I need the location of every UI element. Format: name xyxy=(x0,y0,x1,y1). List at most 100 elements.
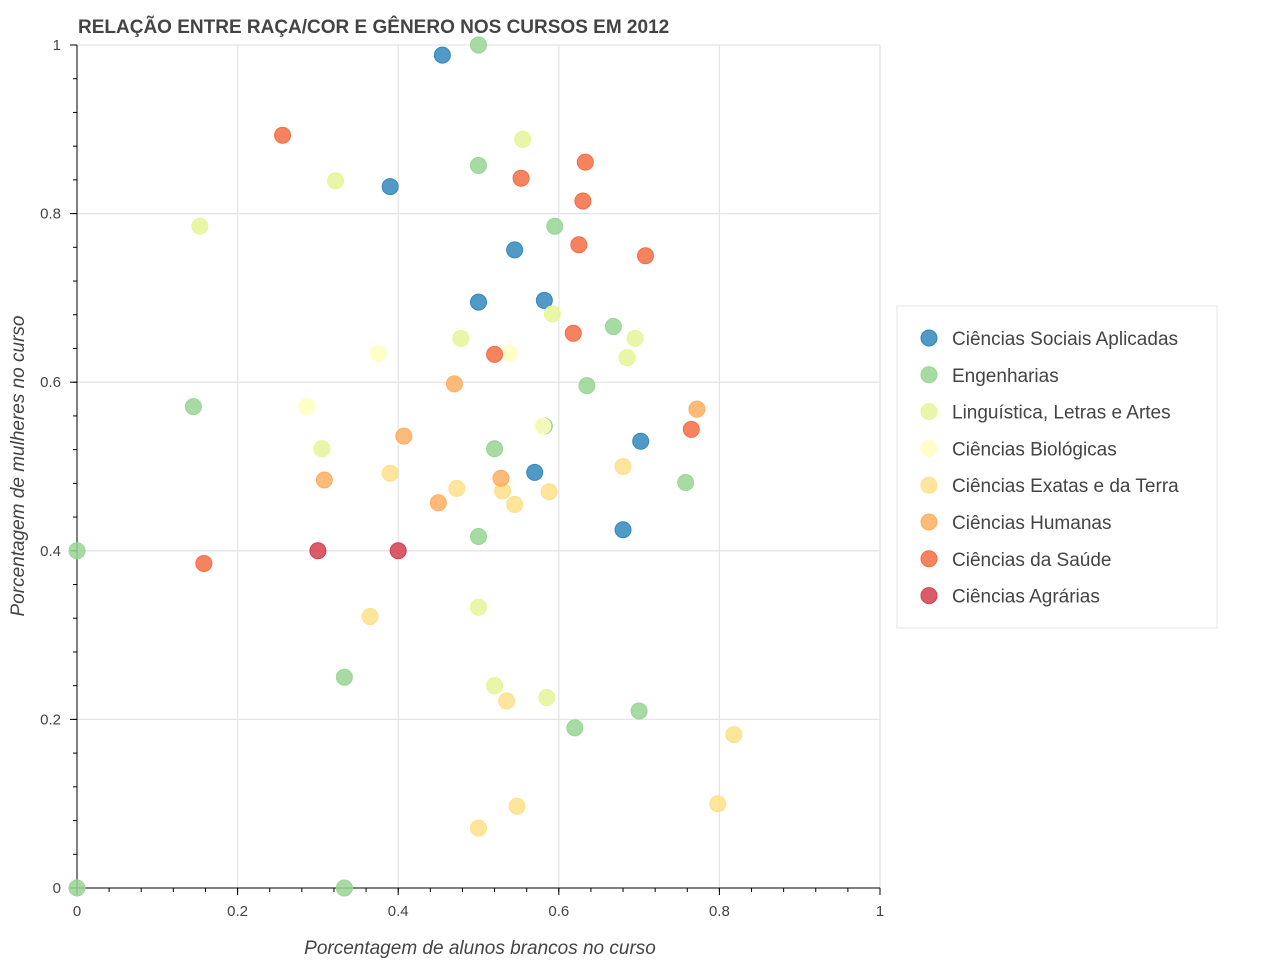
data-point-s1-2 xyxy=(546,217,564,235)
data-point-s2-10 xyxy=(538,688,556,706)
data-point-s1-0 xyxy=(470,36,487,54)
data-point-s1-1 xyxy=(470,157,487,175)
legend-label-1: Engenharias xyxy=(952,366,1059,387)
data-point-s3-1 xyxy=(500,345,518,363)
data-point-s4-3 xyxy=(540,483,558,501)
data-point-s0-7 xyxy=(614,521,632,539)
x-tick-label-1: 0.2 xyxy=(227,903,248,920)
x-tick-label-5: 1 xyxy=(876,903,884,920)
data-point-s2-9 xyxy=(486,677,504,695)
data-point-s6-7 xyxy=(486,345,504,363)
data-point-s0-6 xyxy=(526,463,544,481)
x-tick-label-4: 0.8 xyxy=(709,903,730,920)
y-axis-label: Porcentagem de mulheres no curso xyxy=(8,316,29,617)
data-point-s1-10 xyxy=(470,527,487,545)
legend: Ciências Sociais Aplicadas Engenharias Lin… xyxy=(896,305,1218,629)
y-tick-label-4: 0.8 xyxy=(40,206,61,223)
legend-box xyxy=(896,305,1218,629)
data-point-s2-5 xyxy=(626,329,644,347)
legend-label-0: Ciências Sociais Aplicadas xyxy=(952,329,1178,350)
data-point-s0-1 xyxy=(381,178,399,196)
data-point-s5-0 xyxy=(445,375,463,393)
y-tick-label-2: 0.4 xyxy=(40,543,61,560)
data-point-s0-4 xyxy=(535,291,553,309)
data-point-s1-5 xyxy=(184,398,202,416)
data-point-s5-2 xyxy=(688,400,706,418)
y-tick-label-5: 1 xyxy=(53,37,61,54)
data-point-s6-3 xyxy=(574,192,592,210)
legend-label-3: Ciências Biológicas xyxy=(952,439,1117,460)
legend-label-5: Ciências Humanas xyxy=(952,513,1111,534)
legend-marker-0 xyxy=(920,329,938,347)
data-point-s4-5 xyxy=(614,458,632,475)
data-point-s6-0 xyxy=(274,126,292,144)
data-point-s5-5 xyxy=(429,494,447,512)
data-point-s4-0 xyxy=(381,464,399,482)
legend-label-6: Ciências da Saúde xyxy=(952,550,1112,571)
data-point-s6-6 xyxy=(564,324,582,342)
data-point-s5-1 xyxy=(395,427,413,445)
y-tick-label-1: 0.2 xyxy=(40,711,61,728)
legend-label-2: Linguística, Letras e Artes xyxy=(952,403,1171,424)
data-point-s4-11 xyxy=(470,819,487,837)
data-point-s6-8 xyxy=(682,420,700,438)
data-point-s0-3 xyxy=(470,293,487,311)
legend-marker-4 xyxy=(920,476,938,494)
data-point-s4-10 xyxy=(709,795,727,813)
data-point-s5-4 xyxy=(492,469,510,487)
x-tick-label-3: 0.6 xyxy=(548,903,569,920)
data-point-s2-1 xyxy=(327,172,345,190)
chart-title: RELAÇÃO ENTRE RAÇA/COR E GÊNERO NOS CURS… xyxy=(78,16,669,38)
data-point-s4-9 xyxy=(508,797,526,815)
data-point-s1-14 xyxy=(68,879,86,897)
data-point-s2-7 xyxy=(313,440,331,458)
data-point-s0-5 xyxy=(632,432,650,450)
data-point-s4-1 xyxy=(448,479,466,497)
x-tick-label-0: 0 xyxy=(73,903,81,920)
legend-marker-5 xyxy=(920,513,938,531)
data-point-s2-2 xyxy=(191,217,209,235)
data-point-s1-4 xyxy=(578,377,596,395)
legend-marker-7 xyxy=(920,587,938,605)
legend-marker-6 xyxy=(920,550,938,568)
y-tick-label-0: 0 xyxy=(53,880,61,897)
data-point-s2-0 xyxy=(514,130,532,148)
data-point-s6-5 xyxy=(637,247,655,265)
data-point-s6-2 xyxy=(512,169,530,187)
legend-marker-3 xyxy=(920,439,938,457)
data-point-s1-8 xyxy=(677,474,695,492)
data-point-s3-3 xyxy=(534,417,552,435)
data-points xyxy=(68,36,743,897)
data-point-s0-0 xyxy=(433,46,451,64)
data-point-s6-1 xyxy=(576,153,594,171)
x-tick-label-2: 0.4 xyxy=(388,903,409,920)
data-point-s1-13 xyxy=(566,719,584,737)
data-point-s2-4 xyxy=(452,329,470,347)
legend-label-4: Ciências Exatas e da Terra xyxy=(952,476,1179,497)
x-axis-label: Porcentagem de alunos brancos no curso xyxy=(304,938,656,959)
data-point-s7-1 xyxy=(389,542,407,560)
y-tick-label-3: 0.6 xyxy=(40,374,61,391)
data-point-s6-9 xyxy=(195,554,213,572)
data-point-s7-0 xyxy=(309,542,327,560)
data-point-s1-3 xyxy=(604,318,622,336)
data-point-s2-3 xyxy=(543,305,561,323)
axes: 0 0.2 0.4 0.6 0.8 1 0 0.2 0.4 0.6 0.8 1 xyxy=(40,37,884,920)
legend-marker-1 xyxy=(920,366,938,384)
data-point-s1-7 xyxy=(486,440,504,458)
data-point-s3-2 xyxy=(298,398,316,416)
data-point-s3-0 xyxy=(369,345,387,363)
legend-label-7: Ciências Agrárias xyxy=(952,587,1100,608)
data-point-s1-11 xyxy=(335,668,353,686)
data-point-s4-7 xyxy=(498,692,516,710)
data-point-s6-4 xyxy=(570,236,588,254)
data-point-s2-8 xyxy=(470,598,487,616)
legend-marker-2 xyxy=(920,403,938,421)
data-point-s5-3 xyxy=(315,471,333,489)
data-point-s4-6 xyxy=(361,608,379,626)
data-point-s2-6 xyxy=(618,349,636,367)
data-point-s0-2 xyxy=(506,241,524,259)
data-point-s4-4 xyxy=(506,495,524,513)
data-point-s4-8 xyxy=(725,726,743,744)
